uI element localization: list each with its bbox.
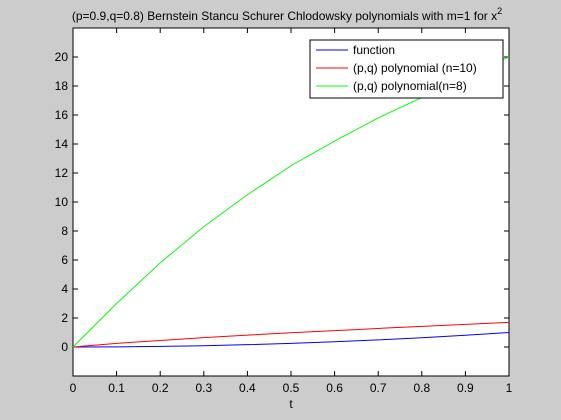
- x-tick-label: 1: [506, 381, 513, 395]
- data-line: [72, 332, 510, 348]
- y-tick-label: 20: [55, 50, 69, 64]
- x-tick-label: 0.9: [457, 381, 474, 395]
- x-tick-label: 0.6: [326, 381, 343, 395]
- title-text: (p=0.9,q=0.8) Bernstein Stancu Schurer C…: [72, 9, 497, 23]
- legend-label: (p,q) polynomial (n=10): [353, 61, 477, 75]
- data-line: [72, 321, 510, 348]
- title-superscript: 2: [497, 6, 502, 16]
- x-tick-label: 0.7: [370, 381, 387, 395]
- y-tick-label: 0: [61, 340, 68, 354]
- x-tick-label: 0.8: [413, 381, 430, 395]
- legend-label: (p,q) polynomial(n=8): [353, 79, 467, 93]
- y-tick-label: 2: [61, 311, 68, 325]
- x-tick-label: 0.3: [195, 381, 212, 395]
- chart-title: (p=0.9,q=0.8) Bernstein Stancu Schurer C…: [72, 6, 502, 23]
- x-tick-label: 0.1: [108, 381, 125, 395]
- y-tick-label: 8: [61, 224, 68, 238]
- legend: function (p,q) polynomial (n=10) (p,q) pol…: [309, 39, 504, 99]
- y-tick-label: 6: [61, 253, 68, 267]
- y-tick-label: 4: [61, 282, 68, 296]
- x-axis-label: t: [289, 397, 293, 411]
- y-tick-label: 12: [55, 166, 69, 180]
- x-tick-label: 0.5: [283, 381, 300, 395]
- y-tick-label: 16: [55, 108, 69, 122]
- x-tick-label: 0: [70, 381, 77, 395]
- y-tick-label: 14: [55, 137, 69, 151]
- y-tick-label: 10: [55, 195, 69, 209]
- x-tick-label: 0.2: [152, 381, 169, 395]
- legend-label: function: [353, 43, 395, 57]
- x-tick-label: 0.4: [239, 381, 256, 395]
- y-tick-label: 18: [55, 79, 69, 93]
